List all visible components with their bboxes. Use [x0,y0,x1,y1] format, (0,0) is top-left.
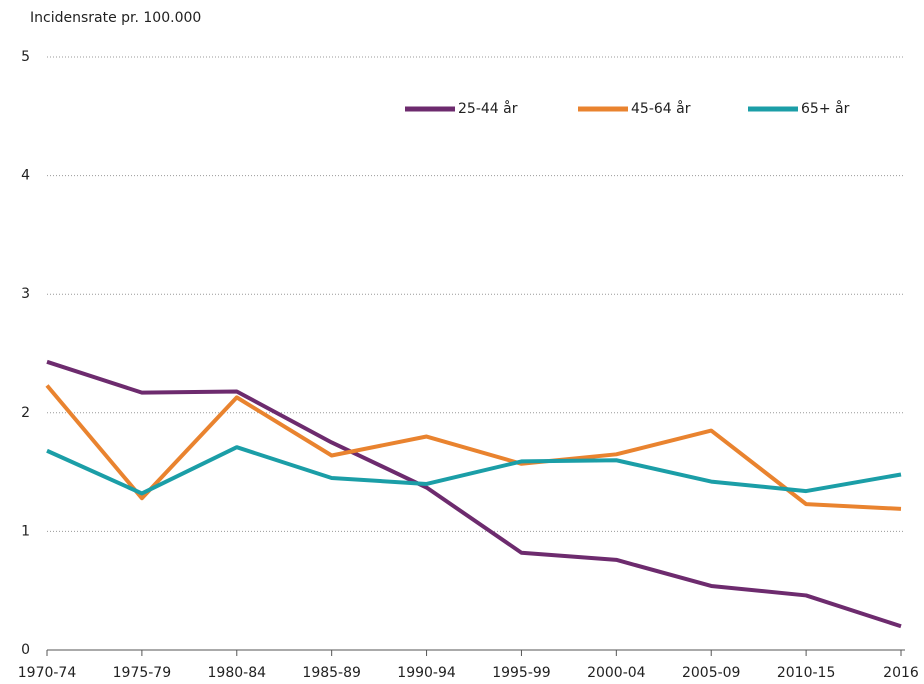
y-tick-label: 0 [21,642,30,658]
x-tick-label: 1985-89 [302,665,361,681]
y-tick-label: 3 [21,286,30,302]
x-tick-label: 1975-79 [113,665,172,681]
x-tick-label: 1995-99 [492,665,551,681]
legend-label: 45-64 år [631,100,691,117]
legend-label: 65+ år [801,100,850,117]
y-axis-title: Incidensrate pr. 100.000 [30,10,201,26]
legend-label: 25-44 år [458,100,518,117]
x-tick-label: 2016 [883,665,919,681]
x-tick-label: 1970-74 [18,665,77,681]
y-tick-label: 4 [21,168,30,184]
y-tick-label: 2 [21,405,30,421]
series-line [45,384,902,511]
x-tick-label: 2005-09 [682,665,741,681]
x-tick-label: 1990-94 [397,665,456,681]
x-tick-label: 1980-84 [208,665,267,681]
x-tick-label: 2000-04 [587,665,646,681]
x-tick-label: 2010-15 [777,665,836,681]
y-tick-label: 1 [21,523,30,539]
series-line [46,445,902,496]
series-line [46,359,902,629]
y-tick-label: 5 [21,49,30,65]
